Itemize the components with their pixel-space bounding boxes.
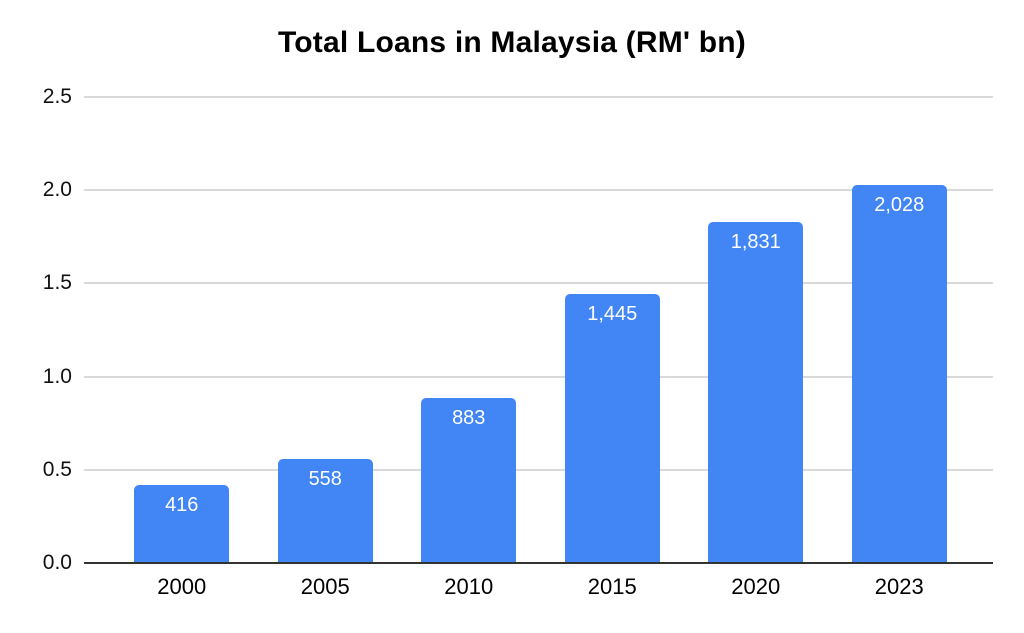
x-tick-label: 2020: [731, 574, 781, 599]
chart-title: Total Loans in Malaysia (RM' bn): [277, 26, 747, 59]
y-tick-label: 1.0: [42, 364, 72, 388]
x-axis-line: [84, 562, 993, 564]
bar: 416: [134, 485, 230, 563]
bar: 1,831: [708, 221, 804, 563]
gridline: [84, 282, 993, 285]
bar-value-label: 2,028: [874, 193, 925, 216]
y-tick-label: 0.5: [42, 457, 72, 481]
gridline: [84, 375, 993, 378]
y-tick-label: 1.5: [42, 271, 72, 295]
gridline: [84, 96, 993, 98]
y-tick-label: 2.5: [42, 85, 72, 108]
gridline: [84, 468, 993, 471]
x-tick-label: 2010: [444, 574, 494, 599]
x-tick-label: 2005: [300, 574, 350, 599]
x-tick-label: 2015: [587, 574, 637, 599]
x-tick-label: 2000: [157, 574, 207, 599]
y-tick-label: 0.0: [42, 551, 72, 574]
bar-value-label: 1,445: [587, 302, 638, 325]
y-tick-label: 2.0: [42, 178, 72, 202]
bar: 1,445: [564, 293, 660, 563]
bar: 2,028: [851, 184, 947, 563]
x-tick-label: 2023: [874, 574, 924, 599]
bar-value-label: 416: [165, 494, 199, 517]
bar: 883: [421, 398, 517, 563]
bar-value-label: 1,831: [730, 230, 781, 253]
gridline: [84, 189, 993, 192]
bar-value-label: 558: [308, 467, 342, 490]
bar-value-label: 883: [452, 407, 486, 430]
bar: 558: [277, 458, 373, 563]
